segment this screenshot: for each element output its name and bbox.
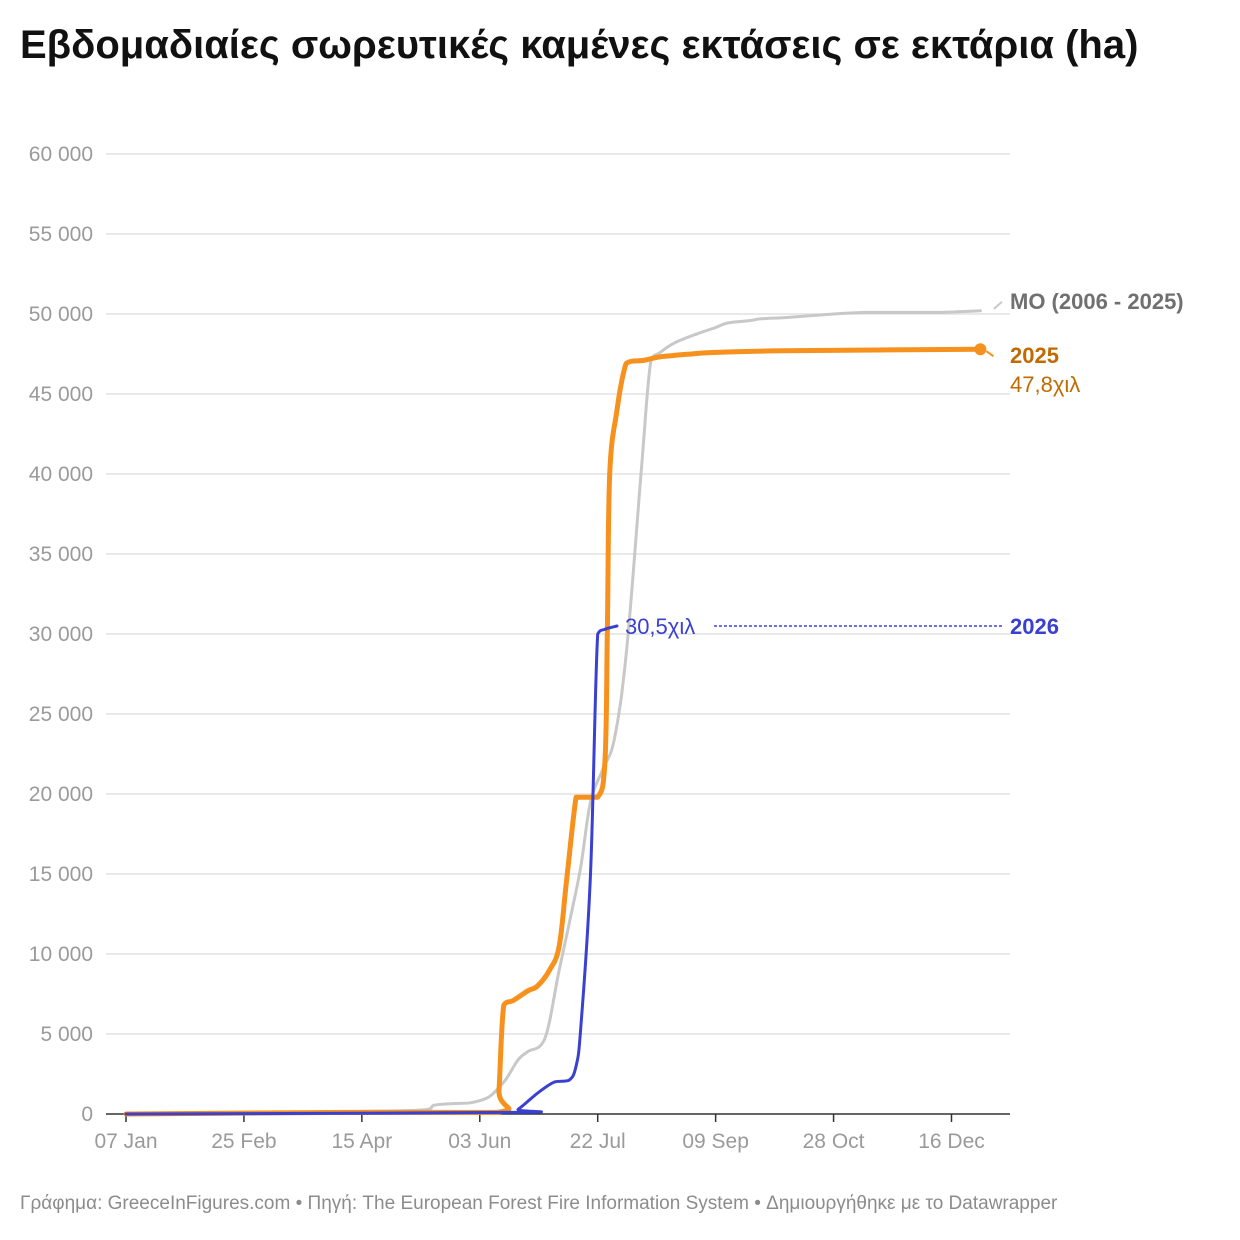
source-footer: Γράφημα: GreeceInFigures.com • Πηγή: The… [20,1193,1058,1214]
series-label-avg: ΜΟ (2006 - 2025) [1010,289,1184,314]
value-label-2025: 47,8χιλ [1010,372,1080,397]
x-tick-label: 28 Oct [803,1130,865,1153]
x-axis-ticks: 07 Jan 25 Feb 15 Apr 03 Jun 22 Jul 09 Sep 28 O… [94,1114,985,1153]
chart-title: Εβδομαδιαίες σωρευτικές καμένες εκτάσεις… [20,23,1139,67]
y-tick-label: 10 000 [29,943,93,966]
x-tick-label: 03 Jun [448,1130,511,1153]
x-tick-label: 09 Sep [682,1130,749,1153]
series-line-y2026 [124,624,619,1116]
y-axis-ticks: 0 5 000 10 000 15 000 20 000 25 000 30 000 35 0… [29,143,93,1126]
x-tick-label: 22 Jul [570,1130,626,1153]
series-label-2025: 2025 [1010,343,1059,368]
y-tick-label: 15 000 [29,863,93,886]
y-tick-label: 20 000 [29,783,93,806]
x-tick-label: 25 Feb [211,1130,276,1153]
series-lines [123,309,983,1117]
value-label-2026: 30,5χιλ [625,614,695,639]
series-line-y2025 [123,346,983,1117]
y-tick-label: 40 000 [29,463,93,486]
y-tick-label: 35 000 [29,543,93,566]
series-line-avg [124,309,982,1116]
endpoint-dot-2025 [974,343,987,356]
gridlines [106,153,1010,1035]
y-tick-label: 55 000 [29,223,93,246]
x-tick-label: 15 Apr [331,1130,392,1153]
y-tick-label: 60 000 [29,143,93,166]
y-tick-label: 45 000 [29,383,93,406]
series-label-2026: 2026 [1010,614,1059,639]
series-labels: ΜΟ (2006 - 2025) 2025 47,8χιλ 30,5χιλ 2026 [625,289,1184,639]
x-tick-label: 07 Jan [94,1130,157,1153]
avg-label-connector [993,301,1003,310]
y-tick-label: 25 000 [29,703,93,726]
y-tick-label: 50 000 [29,303,93,326]
y-tick-label: 5 000 [40,1023,93,1046]
label-connector-2025 [985,350,994,358]
y-tick-label: 0 [81,1103,93,1126]
x-tick-label: 16 Dec [918,1130,985,1153]
y-tick-label: 30 000 [29,623,93,646]
